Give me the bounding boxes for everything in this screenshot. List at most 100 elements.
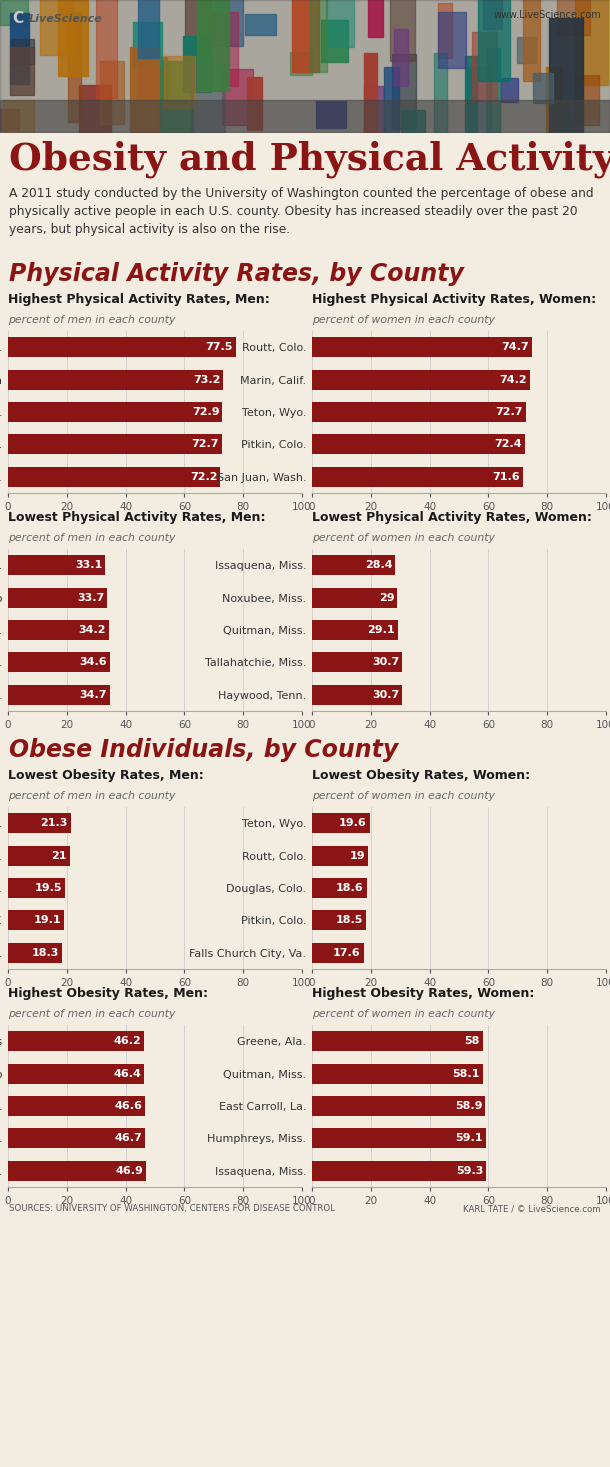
Text: 72.7: 72.7 (192, 440, 219, 449)
Bar (575, 0, 608, 85)
Bar (312, 685, 402, 704)
Bar (58, 0, 88, 76)
Bar (8, 467, 220, 487)
Text: Obese Individuals, by County: Obese Individuals, by County (9, 738, 398, 761)
Bar (312, 845, 368, 866)
Bar (8, 1064, 145, 1084)
Bar (8, 653, 110, 672)
Text: Obesity and Physical Activity: Obesity and Physical Activity (9, 141, 610, 178)
Bar (8, 588, 107, 607)
Text: percent of women in each county: percent of women in each county (312, 315, 495, 326)
Text: Lowest Physical Activity Rates, Women:: Lowest Physical Activity Rates, Women: (312, 511, 592, 524)
Bar (211, 12, 238, 85)
Bar (8, 402, 222, 422)
Bar (312, 588, 397, 607)
Bar (0, 109, 20, 129)
Text: 46.7: 46.7 (115, 1134, 142, 1143)
Text: 17.6: 17.6 (333, 948, 361, 958)
Bar (364, 53, 378, 167)
Text: Lowest Obesity Rates, Men:: Lowest Obesity Rates, Men: (8, 769, 204, 782)
Text: Highest Obesity Rates, Women:: Highest Obesity Rates, Women: (312, 987, 534, 1000)
Bar (312, 337, 532, 358)
Bar (11, 40, 34, 65)
Bar (401, 110, 425, 153)
Text: 73.2: 73.2 (193, 374, 220, 384)
Bar (547, 66, 562, 135)
Bar (312, 467, 523, 487)
Text: percent of women in each county: percent of women in each county (312, 1009, 495, 1020)
Bar (465, 56, 477, 157)
Text: Physical Activity Rates, by County: Physical Activity Rates, by County (9, 263, 464, 286)
Bar (486, 48, 500, 136)
Text: www.LiveScience.com: www.LiveScience.com (493, 10, 601, 21)
Text: 77.5: 77.5 (206, 342, 233, 352)
Text: 72.2: 72.2 (190, 472, 217, 481)
Bar (434, 53, 447, 138)
Text: 19.6: 19.6 (339, 819, 367, 829)
Bar (438, 12, 466, 69)
Text: Highest Physical Activity Rates, Men:: Highest Physical Activity Rates, Men: (8, 293, 270, 307)
Bar (312, 653, 402, 672)
Bar (472, 32, 498, 101)
Bar (312, 1064, 483, 1084)
Text: 29.1: 29.1 (367, 625, 395, 635)
Text: percent of men in each county: percent of men in each county (8, 315, 176, 326)
Text: 33.7: 33.7 (77, 593, 104, 603)
Bar (392, 54, 416, 129)
Bar (517, 37, 536, 63)
Text: 72.4: 72.4 (494, 440, 522, 449)
Text: 58.9: 58.9 (454, 1102, 483, 1111)
Bar (164, 56, 195, 107)
Bar (316, 101, 346, 128)
Bar (290, 53, 312, 75)
Text: percent of men in each county: percent of men in each county (8, 791, 176, 801)
Text: 34.6: 34.6 (79, 657, 107, 667)
Bar (247, 76, 262, 131)
Text: 29: 29 (379, 593, 394, 603)
Text: 18.3: 18.3 (32, 948, 59, 958)
Bar (533, 73, 553, 103)
Bar (8, 845, 70, 866)
Text: 34.2: 34.2 (78, 625, 106, 635)
Bar (390, 0, 415, 60)
Text: 59.3: 59.3 (456, 1166, 483, 1175)
Bar (312, 1096, 485, 1116)
Bar (96, 0, 117, 98)
Text: 46.4: 46.4 (113, 1068, 142, 1078)
Bar (8, 337, 236, 358)
Text: 72.9: 72.9 (192, 406, 220, 417)
Text: 28.4: 28.4 (365, 560, 393, 571)
Text: percent of women in each county: percent of women in each county (312, 533, 495, 543)
Bar (292, 0, 320, 72)
Bar (10, 47, 34, 95)
Bar (394, 29, 408, 85)
Text: 19: 19 (350, 851, 365, 861)
Bar (8, 1031, 144, 1052)
Bar (312, 813, 370, 833)
Bar (557, 0, 590, 35)
Text: SOURCES: UNIVERSITY OF WASHINGTON, CENTERS FOR DISEASE CONTROL: SOURCES: UNIVERSITY OF WASHINGTON, CENTE… (9, 1204, 335, 1213)
Text: 19.5: 19.5 (35, 883, 62, 893)
Bar (384, 67, 400, 176)
Text: Highest Obesity Rates, Men:: Highest Obesity Rates, Men: (8, 987, 208, 1000)
Text: Lowest Obesity Rates, Women:: Lowest Obesity Rates, Women: (312, 769, 530, 782)
Bar (8, 1160, 146, 1181)
Bar (8, 877, 65, 898)
Text: 46.2: 46.2 (113, 1036, 141, 1046)
Bar (8, 370, 223, 390)
Bar (326, 0, 354, 47)
Text: 58.1: 58.1 (453, 1068, 480, 1078)
Text: percent of men in each county: percent of men in each county (8, 1009, 176, 1020)
Bar (192, 65, 224, 172)
Text: 74.7: 74.7 (501, 342, 529, 352)
Bar (467, 67, 491, 147)
Text: 72.7: 72.7 (495, 406, 523, 417)
Bar (312, 1031, 483, 1052)
Bar (312, 370, 530, 390)
Bar (8, 1128, 145, 1149)
Bar (312, 1128, 486, 1149)
Bar (312, 621, 398, 640)
Bar (185, 0, 212, 89)
Bar (0, 0, 28, 25)
Bar (10, 13, 29, 84)
